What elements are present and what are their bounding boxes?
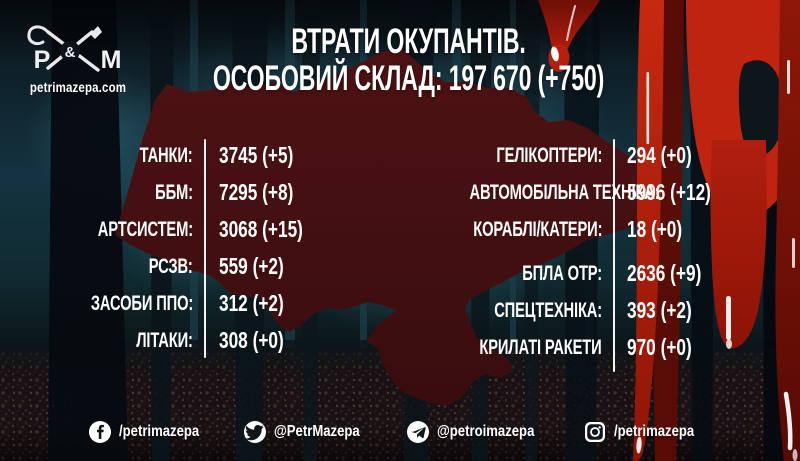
stat-row-air-defense: ЗАСОБИ ППО: 312 (+2)	[0, 285, 331, 322]
stat-label: АВТОМОБІЛЬНА ТЕХНІКА:	[469, 180, 660, 204]
social-instagram: /petrimazepa	[584, 421, 712, 443]
ukraine-map-silhouette	[115, 48, 665, 406]
personnel-subtitle: ОСОБОВИЙ СКЛАД: 197 670 (+750)	[213, 59, 605, 98]
logo-letter-m: M	[101, 46, 122, 74]
logo-letter-p: P	[34, 46, 51, 74]
social-telegram: @petroimazepa	[406, 421, 556, 443]
stat-value: 5996 (+12)	[627, 179, 711, 205]
stats-right-column: ГЕЛІКОПТЕРИ: 294 (+0) АВТОМОБІЛЬНА ТЕХНІ…	[388, 137, 739, 360]
stat-value: 3745 (+5)	[219, 142, 294, 168]
stat-value: 970 (+0)	[627, 334, 692, 360]
stat-label: ТАНКИ:	[140, 143, 193, 167]
stat-label: СПЕЦТЕХНІКА:	[494, 298, 602, 322]
stat-label: ЛІТАКИ:	[136, 328, 193, 352]
stat-value: 308 (+0)	[219, 327, 284, 353]
stat-value: 393 (+2)	[627, 297, 692, 323]
logo-ampersand: &	[65, 44, 76, 61]
stat-label: РСЗВ:	[149, 254, 193, 278]
stat-label: ЗАСОБИ ППО:	[90, 291, 193, 315]
stat-row-vehicles: АВТОМОБІЛЬНА ТЕХНІКА: 5996 (+12)	[388, 174, 739, 211]
stat-label: БПЛА ОТР:	[522, 261, 602, 285]
logo-site-url: petrimazepa.com	[29, 79, 127, 95]
stat-label: АРТСИСТЕМ:	[97, 217, 193, 241]
social-facebook: /petrimazepa	[88, 421, 217, 443]
stat-row-uav: БПЛА ОТР: 2636 (+9)	[388, 255, 739, 292]
instagram-handle: /petrimazepa	[613, 423, 694, 440]
twitter-icon	[244, 421, 267, 443]
logo: P & M petrimazepa.com	[18, 22, 138, 95]
stat-value: 312 (+2)	[219, 290, 284, 316]
stat-row-apc: ББМ: 7295 (+8)	[0, 174, 331, 211]
stat-label: КРИЛАТІ РАКЕТИ	[479, 335, 602, 359]
stat-value: 2636 (+9)	[627, 260, 702, 286]
stat-value: 3068 (+15)	[219, 216, 303, 242]
stat-label: ББМ:	[155, 180, 193, 204]
stat-value: 294 (+0)	[627, 142, 692, 168]
blood-drips	[538, 0, 800, 461]
stat-row-ships: КОРАБЛІ/КАТЕРИ: 18 (+0)	[388, 211, 739, 248]
facebook-handle: /petrimazepa	[118, 423, 199, 440]
header: ВТРАТИ ОКУПАНТІВ. ОСОБОВИЙ СКЛАД: 197 67…	[0, 24, 800, 97]
crossed-saber-pen-icon: P & M	[27, 25, 122, 74]
stats-left-column: ТАНКИ: 3745 (+5) ББМ: 7295 (+8) АРТСИСТЕ…	[0, 137, 331, 359]
stat-value: 559 (+2)	[219, 253, 284, 279]
stat-value: 7295 (+8)	[219, 179, 294, 205]
instagram-icon	[584, 422, 605, 442]
twitter-handle: @PetrMazepa	[274, 423, 361, 440]
telegram-icon	[406, 421, 429, 443]
stat-row-helicopters: ГЕЛІКОПТЕРИ: 294 (+0)	[388, 137, 739, 174]
facebook-icon	[88, 421, 111, 443]
social-twitter: @PetrMazepa	[244, 421, 379, 443]
stat-row-planes: ЛІТАКИ: 308 (+0)	[0, 322, 331, 359]
poster-title: ВТРАТИ ОКУПАНТІВ.	[291, 22, 527, 61]
stat-label: КОРАБЛІ/КАТЕРИ:	[472, 217, 602, 241]
stat-row-cruise-missiles: КРИЛАТІ РАКЕТИ 970 (+0)	[388, 329, 739, 366]
stat-row-mlrs: РСЗВ: 559 (+2)	[0, 248, 331, 285]
telegram-handle: @petroimazepa	[436, 423, 535, 440]
social-bar: /petrimazepa @PetrMazepa @petroimazepa	[0, 421, 800, 443]
stat-row-artillery: АРТСИСТЕМ: 3068 (+15)	[0, 211, 331, 248]
right-column-divider	[613, 139, 615, 372]
stat-row-special-equipment: СПЕЦТЕХНІКА: 393 (+2)	[388, 292, 739, 329]
left-column-divider	[204, 139, 206, 358]
stat-label: ГЕЛІКОПТЕРИ:	[496, 143, 602, 167]
stat-row-tanks: ТАНКИ: 3745 (+5)	[0, 137, 331, 174]
stat-value: 18 (+0)	[627, 216, 683, 242]
